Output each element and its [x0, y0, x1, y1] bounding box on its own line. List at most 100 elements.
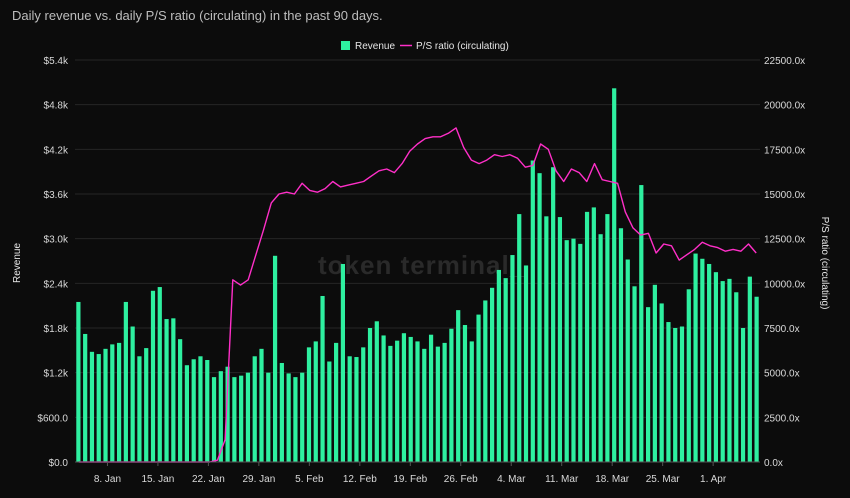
- revenue-bar[interactable]: [700, 258, 705, 462]
- revenue-bar[interactable]: [184, 365, 190, 462]
- revenue-bar[interactable]: [517, 214, 522, 462]
- revenue-bar[interactable]: [395, 340, 400, 462]
- revenue-bar[interactable]: [503, 278, 508, 462]
- revenue-bar[interactable]: [245, 372, 251, 462]
- revenue-bar[interactable]: [428, 334, 434, 462]
- revenue-bar[interactable]: [422, 348, 427, 462]
- revenue-bar[interactable]: [591, 207, 596, 462]
- revenue-bar[interactable]: [408, 336, 413, 462]
- revenue-bar[interactable]: [679, 326, 685, 462]
- revenue-bar[interactable]: [612, 88, 617, 463]
- revenue-bar[interactable]: [734, 292, 739, 462]
- revenue-bar[interactable]: [150, 290, 156, 462]
- revenue-bar[interactable]: [96, 354, 101, 462]
- revenue-bar[interactable]: [523, 265, 529, 462]
- revenue-bar[interactable]: [137, 356, 142, 462]
- revenue-bar[interactable]: [157, 287, 162, 462]
- revenue-bar[interactable]: [618, 228, 624, 462]
- revenue-bar[interactable]: [266, 372, 271, 462]
- revenue-bar[interactable]: [483, 300, 488, 462]
- revenue-bar[interactable]: [347, 356, 352, 462]
- revenue-bar[interactable]: [510, 255, 515, 462]
- revenue-bar[interactable]: [164, 319, 169, 462]
- revenue-bar[interactable]: [652, 284, 657, 462]
- revenue-bar[interactable]: [456, 310, 461, 462]
- revenue-bar[interactable]: [320, 295, 325, 462]
- revenue-bar[interactable]: [713, 272, 719, 462]
- revenue-bar[interactable]: [639, 185, 644, 463]
- revenue-bar[interactable]: [557, 217, 563, 462]
- revenue-bar[interactable]: [632, 286, 637, 462]
- revenue-bar[interactable]: [171, 318, 176, 462]
- legend-revenue-label[interactable]: Revenue: [355, 41, 395, 52]
- revenue-bar[interactable]: [76, 301, 81, 462]
- revenue-bar[interactable]: [218, 371, 223, 462]
- revenue-bar[interactable]: [232, 377, 237, 462]
- revenue-bar[interactable]: [571, 238, 576, 462]
- revenue-bar[interactable]: [205, 360, 210, 462]
- revenue-bar[interactable]: [530, 160, 535, 463]
- revenue-bar[interactable]: [584, 211, 590, 462]
- revenue-bar[interactable]: [659, 303, 664, 462]
- revenue-bar[interactable]: [388, 345, 393, 462]
- revenue-bar[interactable]: [666, 322, 671, 462]
- revenue-bar[interactable]: [727, 278, 732, 462]
- revenue-bar[interactable]: [707, 263, 712, 462]
- revenue-bar[interactable]: [564, 240, 569, 462]
- legend-ps-label[interactable]: P/S ratio (circulating): [416, 41, 509, 52]
- revenue-bar[interactable]: [598, 234, 603, 462]
- revenue-bar[interactable]: [327, 361, 332, 463]
- revenue-bar[interactable]: [144, 348, 149, 462]
- revenue-bar[interactable]: [673, 328, 678, 462]
- revenue-bar[interactable]: [544, 216, 549, 462]
- revenue-bar[interactable]: [686, 289, 691, 462]
- revenue-bar[interactable]: [279, 362, 284, 462]
- revenue-bar[interactable]: [123, 301, 128, 462]
- revenue-bar[interactable]: [442, 342, 447, 462]
- revenue-bar[interactable]: [252, 356, 257, 462]
- revenue-bar[interactable]: [306, 347, 312, 462]
- revenue-bar[interactable]: [740, 328, 746, 462]
- revenue-bar[interactable]: [354, 357, 359, 462]
- revenue-bar[interactable]: [551, 167, 556, 462]
- revenue-bar[interactable]: [361, 347, 366, 462]
- revenue-bar[interactable]: [116, 342, 122, 462]
- revenue-bar[interactable]: [693, 253, 698, 462]
- revenue-bar[interactable]: [103, 348, 108, 462]
- revenue-bar[interactable]: [578, 243, 583, 462]
- revenue-bar[interactable]: [625, 259, 630, 462]
- revenue-bar[interactable]: [496, 269, 501, 462]
- revenue-bar[interactable]: [537, 173, 542, 462]
- revenue-bar[interactable]: [645, 307, 651, 462]
- revenue-bar[interactable]: [469, 341, 474, 462]
- revenue-bar[interactable]: [415, 341, 420, 462]
- revenue-bar[interactable]: [476, 314, 481, 462]
- revenue-bar[interactable]: [462, 325, 468, 462]
- revenue-bar[interactable]: [435, 346, 440, 462]
- revenue-bar[interactable]: [89, 351, 95, 462]
- revenue-bar[interactable]: [720, 281, 725, 462]
- revenue-bar[interactable]: [300, 372, 305, 462]
- revenue-bar[interactable]: [130, 326, 135, 462]
- revenue-bar[interactable]: [754, 296, 759, 462]
- revenue-bar[interactable]: [272, 255, 278, 462]
- revenue-bar[interactable]: [198, 356, 203, 462]
- revenue-bar[interactable]: [449, 328, 454, 462]
- revenue-bar[interactable]: [191, 359, 196, 462]
- revenue-bar[interactable]: [211, 377, 217, 462]
- revenue-bar[interactable]: [381, 335, 386, 462]
- revenue-bar[interactable]: [401, 333, 407, 462]
- revenue-bar[interactable]: [286, 373, 291, 462]
- revenue-bar[interactable]: [340, 263, 345, 462]
- revenue-bar[interactable]: [334, 342, 339, 462]
- revenue-bar[interactable]: [110, 344, 115, 462]
- revenue-bar[interactable]: [313, 341, 318, 462]
- revenue-bar[interactable]: [367, 328, 373, 462]
- revenue-bar[interactable]: [747, 276, 752, 462]
- revenue-bar[interactable]: [374, 321, 379, 462]
- revenue-bar[interactable]: [239, 375, 244, 462]
- revenue-bar[interactable]: [293, 377, 298, 462]
- revenue-bar[interactable]: [83, 333, 88, 462]
- revenue-bar[interactable]: [178, 339, 183, 462]
- revenue-bar[interactable]: [605, 214, 610, 462]
